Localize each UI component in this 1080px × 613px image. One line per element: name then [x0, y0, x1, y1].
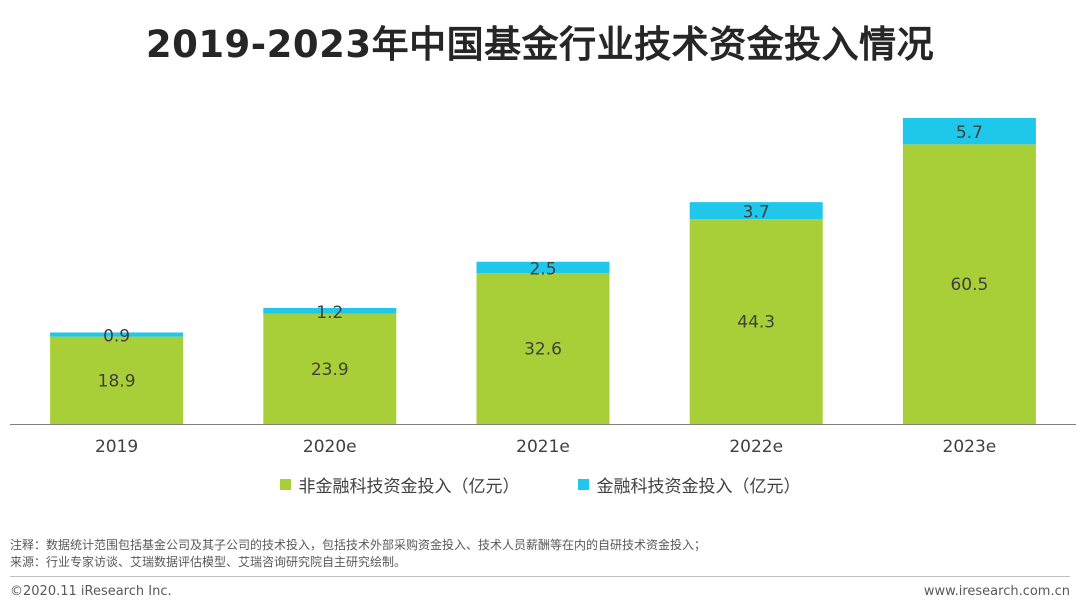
bar-non-fintech-2022e — [689, 219, 823, 424]
bar-fintech-2019 — [50, 332, 184, 337]
bar-fintech-2023e — [902, 118, 1036, 145]
footer-copyright: ©2020.11 iResearch Inc. — [10, 584, 172, 599]
data-label-non-fintech-2020e: 23.9 — [311, 360, 349, 380]
data-label-non-fintech-2021e: 32.6 — [524, 340, 562, 360]
legend-swatch-non-fintech — [279, 479, 291, 490]
data-label-fintech-2021e: 2.5 — [529, 260, 556, 280]
data-label-non-fintech-2023e: 60.5 — [950, 275, 988, 295]
bar-non-fintech-2020e — [263, 313, 397, 424]
legend-item-fintech: 金融科技资金投入（亿元） — [577, 472, 801, 497]
x-tick-label-2023e: 2023e — [943, 437, 997, 457]
data-label-non-fintech-2019: 18.9 — [98, 371, 136, 391]
bar-non-fintech-2019 — [50, 336, 184, 424]
bar-fintech-2021e — [476, 261, 610, 274]
source-text: 来源：行业专家访谈、艾瑞数据评估模型、艾瑞咨询研究院自主研究绘制。 — [10, 555, 407, 569]
stacked-bar-chart: 18.9 0.9 2019 23.9 1.2 2020e 32.6 2.5 2021e 44.3 3… — [10, 118, 1076, 457]
x-tick-label-2022e: 2022e — [729, 437, 783, 457]
bar-fintech-2020e — [263, 307, 397, 314]
data-label-fintech-2023e: 5.7 — [956, 123, 983, 143]
x-tick-label-2020e: 2020e — [303, 437, 357, 457]
x-tick-label-2021e: 2021e — [516, 437, 570, 457]
legend-label-non-fintech: 非金融科技资金投入（亿元） — [298, 477, 520, 497]
footer-website: www.iresearch.com.cn — [923, 584, 1070, 599]
legend-item-non-fintech: 非金融科技资金投入（亿元） — [279, 472, 520, 497]
chart-title: 2019-2023年中国基金行业技术资金投入情况 — [145, 23, 935, 66]
legend-swatch-fintech — [577, 479, 589, 490]
note-text: 注释：数据统计范围包括基金公司及其子公司的技术投入，包括技术外部采购资金投入、技… — [10, 538, 707, 552]
data-label-fintech-2022e: 3.7 — [743, 203, 770, 223]
x-tick-label-2019: 2019 — [95, 437, 138, 457]
legend-label-fintech: 金融科技资金投入（亿元） — [596, 477, 801, 497]
data-label-fintech-2019: 0.9 — [103, 327, 130, 347]
legend: 非金融科技资金投入（亿元） 金融科技资金投入（亿元） — [0, 472, 1080, 497]
data-label-fintech-2020e: 1.2 — [316, 303, 343, 323]
data-label-non-fintech-2022e: 44.3 — [737, 313, 775, 333]
bar-fintech-2022e — [689, 202, 823, 220]
bar-non-fintech-2023e — [902, 144, 1036, 425]
footer-divider — [10, 576, 1070, 577]
bar-non-fintech-2021e — [476, 273, 610, 424]
